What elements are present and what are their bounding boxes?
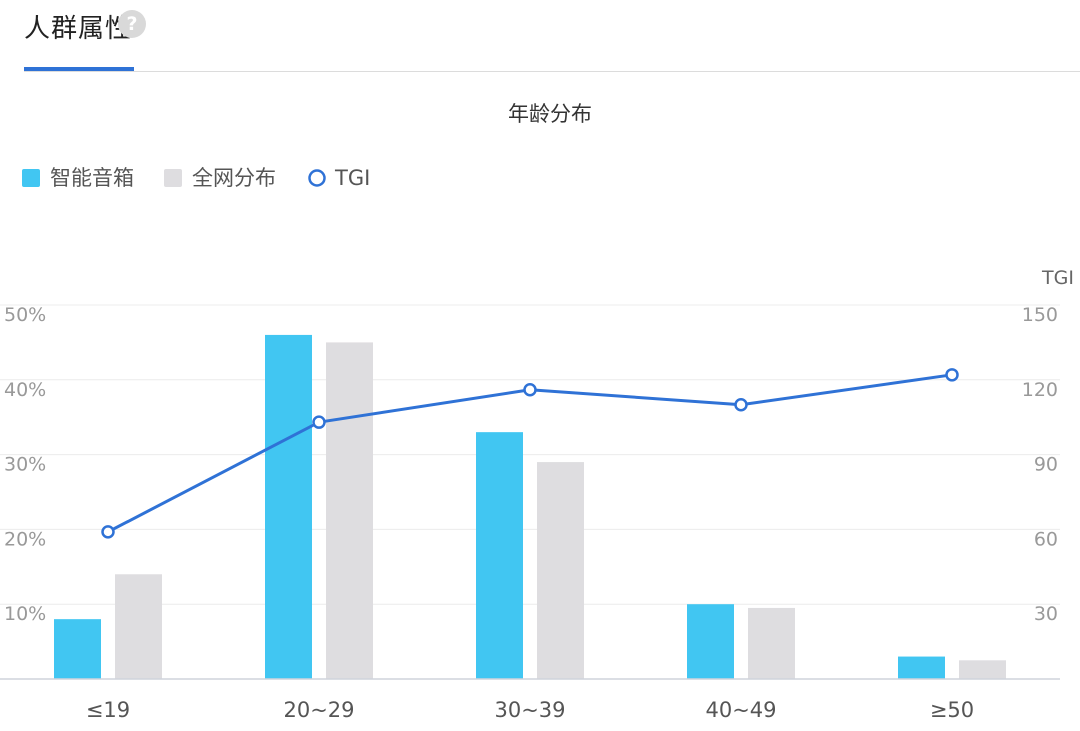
x-tick-label: ≥50 <box>930 698 974 722</box>
tgi-point <box>523 383 537 397</box>
left-axis: 10% 20% 30% 40% 50% <box>4 304 46 625</box>
bar-whole-network <box>748 607 795 679</box>
x-tick-label: ≤19 <box>86 698 130 722</box>
bar-whole-network <box>537 462 584 679</box>
left-tick-label: 50% <box>4 304 46 326</box>
right-tick-label: 30 <box>1034 603 1058 625</box>
header-divider <box>24 71 1080 72</box>
tgi-point <box>945 368 959 382</box>
grid-lines <box>0 304 1060 605</box>
left-tick-label: 40% <box>4 379 46 401</box>
bar-smart-speaker <box>476 432 523 679</box>
x-axis: ≤19 20~29 30~39 40~49 ≥50 <box>86 698 974 722</box>
legend-item-tgi[interactable]: TGI <box>308 166 371 190</box>
legend-swatch-smart-speaker <box>22 169 40 187</box>
left-tick-label: 30% <box>4 454 46 476</box>
tgi-point <box>734 397 748 412</box>
x-tick-label: 40~49 <box>705 698 776 722</box>
tgi-point <box>312 415 326 429</box>
bar-smart-speaker <box>687 604 734 679</box>
left-tick-label: 10% <box>4 603 46 625</box>
x-tick-label: 30~39 <box>494 698 565 722</box>
right-tick-label: 120 <box>1022 379 1058 401</box>
legend: 智能音箱 全网分布 TGI <box>22 166 370 190</box>
right-tick-label: 150 <box>1022 304 1058 326</box>
tab-active-indicator <box>24 67 134 71</box>
x-tick-label: 20~29 <box>283 698 354 722</box>
legend-label: 全网分布 <box>192 166 276 190</box>
legend-label: TGI <box>334 166 370 190</box>
legend-swatch-whole-network <box>164 169 182 187</box>
bar-smart-speaker <box>54 619 101 679</box>
bar-whole-network <box>115 574 162 679</box>
question-circle-icon[interactable]: ? <box>118 10 146 38</box>
right-tick-label: 90 <box>1034 454 1058 476</box>
tgi-line <box>107 373 953 534</box>
bar-smart-speaker <box>265 334 312 679</box>
age-distribution-chart: 年龄分布 智能音箱 全网分布 TGI TGI 10% 20% 30% 40% 50% 3… <box>0 102 1074 722</box>
left-tick-label: 20% <box>4 528 46 550</box>
bar-whole-network <box>326 342 373 679</box>
legend-item-smart-speaker[interactable]: 智能音箱 <box>22 166 134 190</box>
legend-item-whole-network[interactable]: 全网分布 <box>164 166 276 190</box>
tab-header: 人群属性 ? <box>0 0 1080 72</box>
right-axis: 30 60 90 120 150 <box>1022 304 1058 625</box>
right-tick-label: 60 <box>1034 528 1058 550</box>
legend-circle-icon <box>308 169 326 187</box>
chart-title: 年龄分布 <box>508 102 592 126</box>
tab-label: 人群属性 <box>24 14 133 44</box>
tgi-line-series <box>101 368 959 539</box>
right-axis-title: TGI <box>1041 267 1074 289</box>
bar-smart-speaker <box>898 656 945 679</box>
legend-label: 智能音箱 <box>50 166 134 190</box>
tgi-point <box>101 525 115 539</box>
bar-whole-network <box>959 660 1006 679</box>
bar-series <box>54 334 1006 679</box>
tab-crowd-attributes[interactable]: 人群属性 <box>24 0 134 72</box>
